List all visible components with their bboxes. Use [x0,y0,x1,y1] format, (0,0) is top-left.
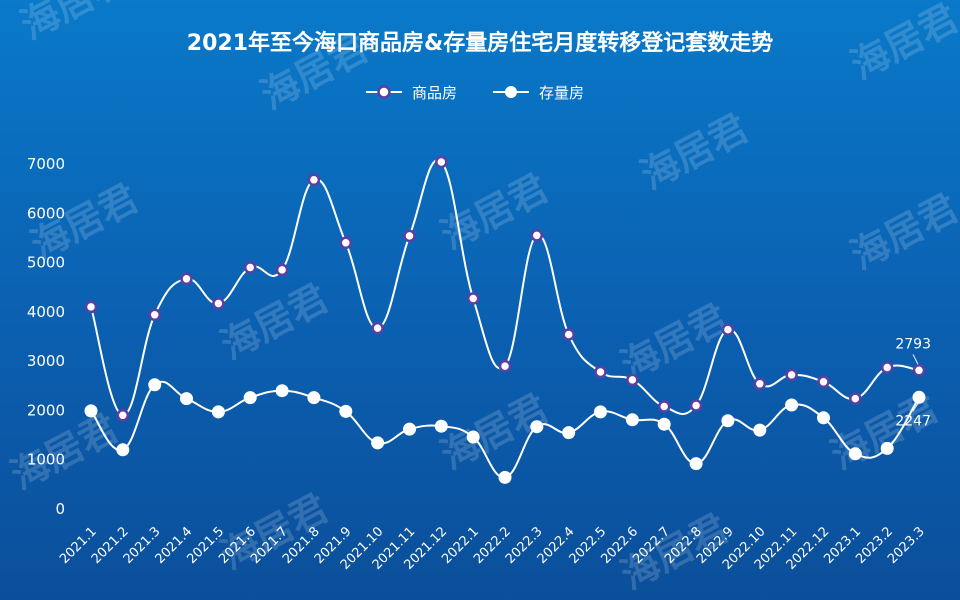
y-tick-label: 6000 [27,204,65,222]
data-point [753,377,767,391]
data-point [275,384,289,398]
data-point [912,364,926,377]
data-point [562,328,575,341]
series-1 [84,155,926,422]
annotation-leader [912,354,919,365]
data-point [689,399,703,412]
y-tick-label: 5000 [27,254,65,272]
data-point [466,430,480,444]
chart-title: 2021年至今海口商品房&存量房住宅月度转移登记套数走势 [187,30,773,56]
data-point [339,236,353,250]
data-point [785,368,798,382]
data-point [435,155,448,169]
data-point [403,229,416,243]
data-point [880,441,894,455]
y-tick-label: 3000 [27,352,65,370]
data-point [307,391,321,405]
annotations: 2793 2247 [895,336,931,429]
y-tick-label: 0 [55,500,65,518]
data-point [562,426,576,440]
data-point [275,263,289,277]
legend: 商品房 存量房 [366,84,584,102]
legend-marker [505,86,517,98]
data-point [371,321,384,335]
data-point [721,414,735,428]
data-point [403,422,416,436]
data-point [148,378,162,392]
data-point [212,297,225,310]
y-tick-label: 4000 [27,303,65,321]
data-point [371,436,385,450]
y-tick-label: 7000 [27,155,65,173]
data-point [180,392,193,406]
data-point [880,361,894,374]
data-point [307,173,321,187]
watermark-text: 海居君 [434,166,555,258]
data-point [211,405,225,419]
data-point [594,365,607,379]
data-point [625,413,639,427]
data-point [339,404,353,418]
watermark-text: 海居君 [824,386,945,478]
legend-label: 存量房 [539,84,584,102]
legend-label: 商品房 [412,84,457,102]
data-point [721,323,735,336]
data-point [84,404,98,418]
y-axis: 0 1000 2000 3000 4000 5000 6000 7000 [27,155,65,518]
data-point [849,392,862,405]
annotation-label: 2793 [895,336,931,352]
data-point [243,261,257,274]
data-point [753,423,767,437]
legend-item-1: 商品房 [366,84,457,102]
watermark-text: 海居君 [14,0,135,48]
data-point [626,373,639,387]
legend-marker [377,85,391,99]
data-point [657,417,671,431]
data-point [84,300,98,314]
data-point [530,420,544,434]
data-point [912,390,926,404]
data-point [466,292,480,305]
data-point [243,391,257,405]
data-point [180,272,193,286]
data-point [148,308,161,322]
annotation-leader [912,402,919,412]
data-point [689,457,703,471]
data-point [785,398,799,412]
data-point [116,409,130,422]
watermark-text: 海居君 [844,0,960,88]
annotation-label: 2247 [895,413,931,429]
data-point [817,411,830,425]
watermark-text: 海居君 [844,186,960,278]
data-point [594,405,607,419]
x-axis: 2021.12021.22021.32021.42021.52021.62021… [57,524,928,573]
watermark-layer: 海居君海居君海居君海居君海居君 海居君 海居君海居君海居君 海居君海居君 海居君海居君海… [4,0,960,598]
y-tick-label: 2000 [27,401,65,419]
series-2 [84,378,926,484]
legend-item-2: 存量房 [493,84,584,102]
data-point [530,229,544,242]
data-point [498,359,512,373]
data-point [817,375,830,389]
watermark-text: 海居君 [634,106,755,198]
data-point [498,470,512,484]
data-point [657,400,671,413]
data-point [434,419,448,433]
data-point [848,447,862,461]
data-point [116,443,130,457]
y-tick-label: 1000 [27,451,65,469]
